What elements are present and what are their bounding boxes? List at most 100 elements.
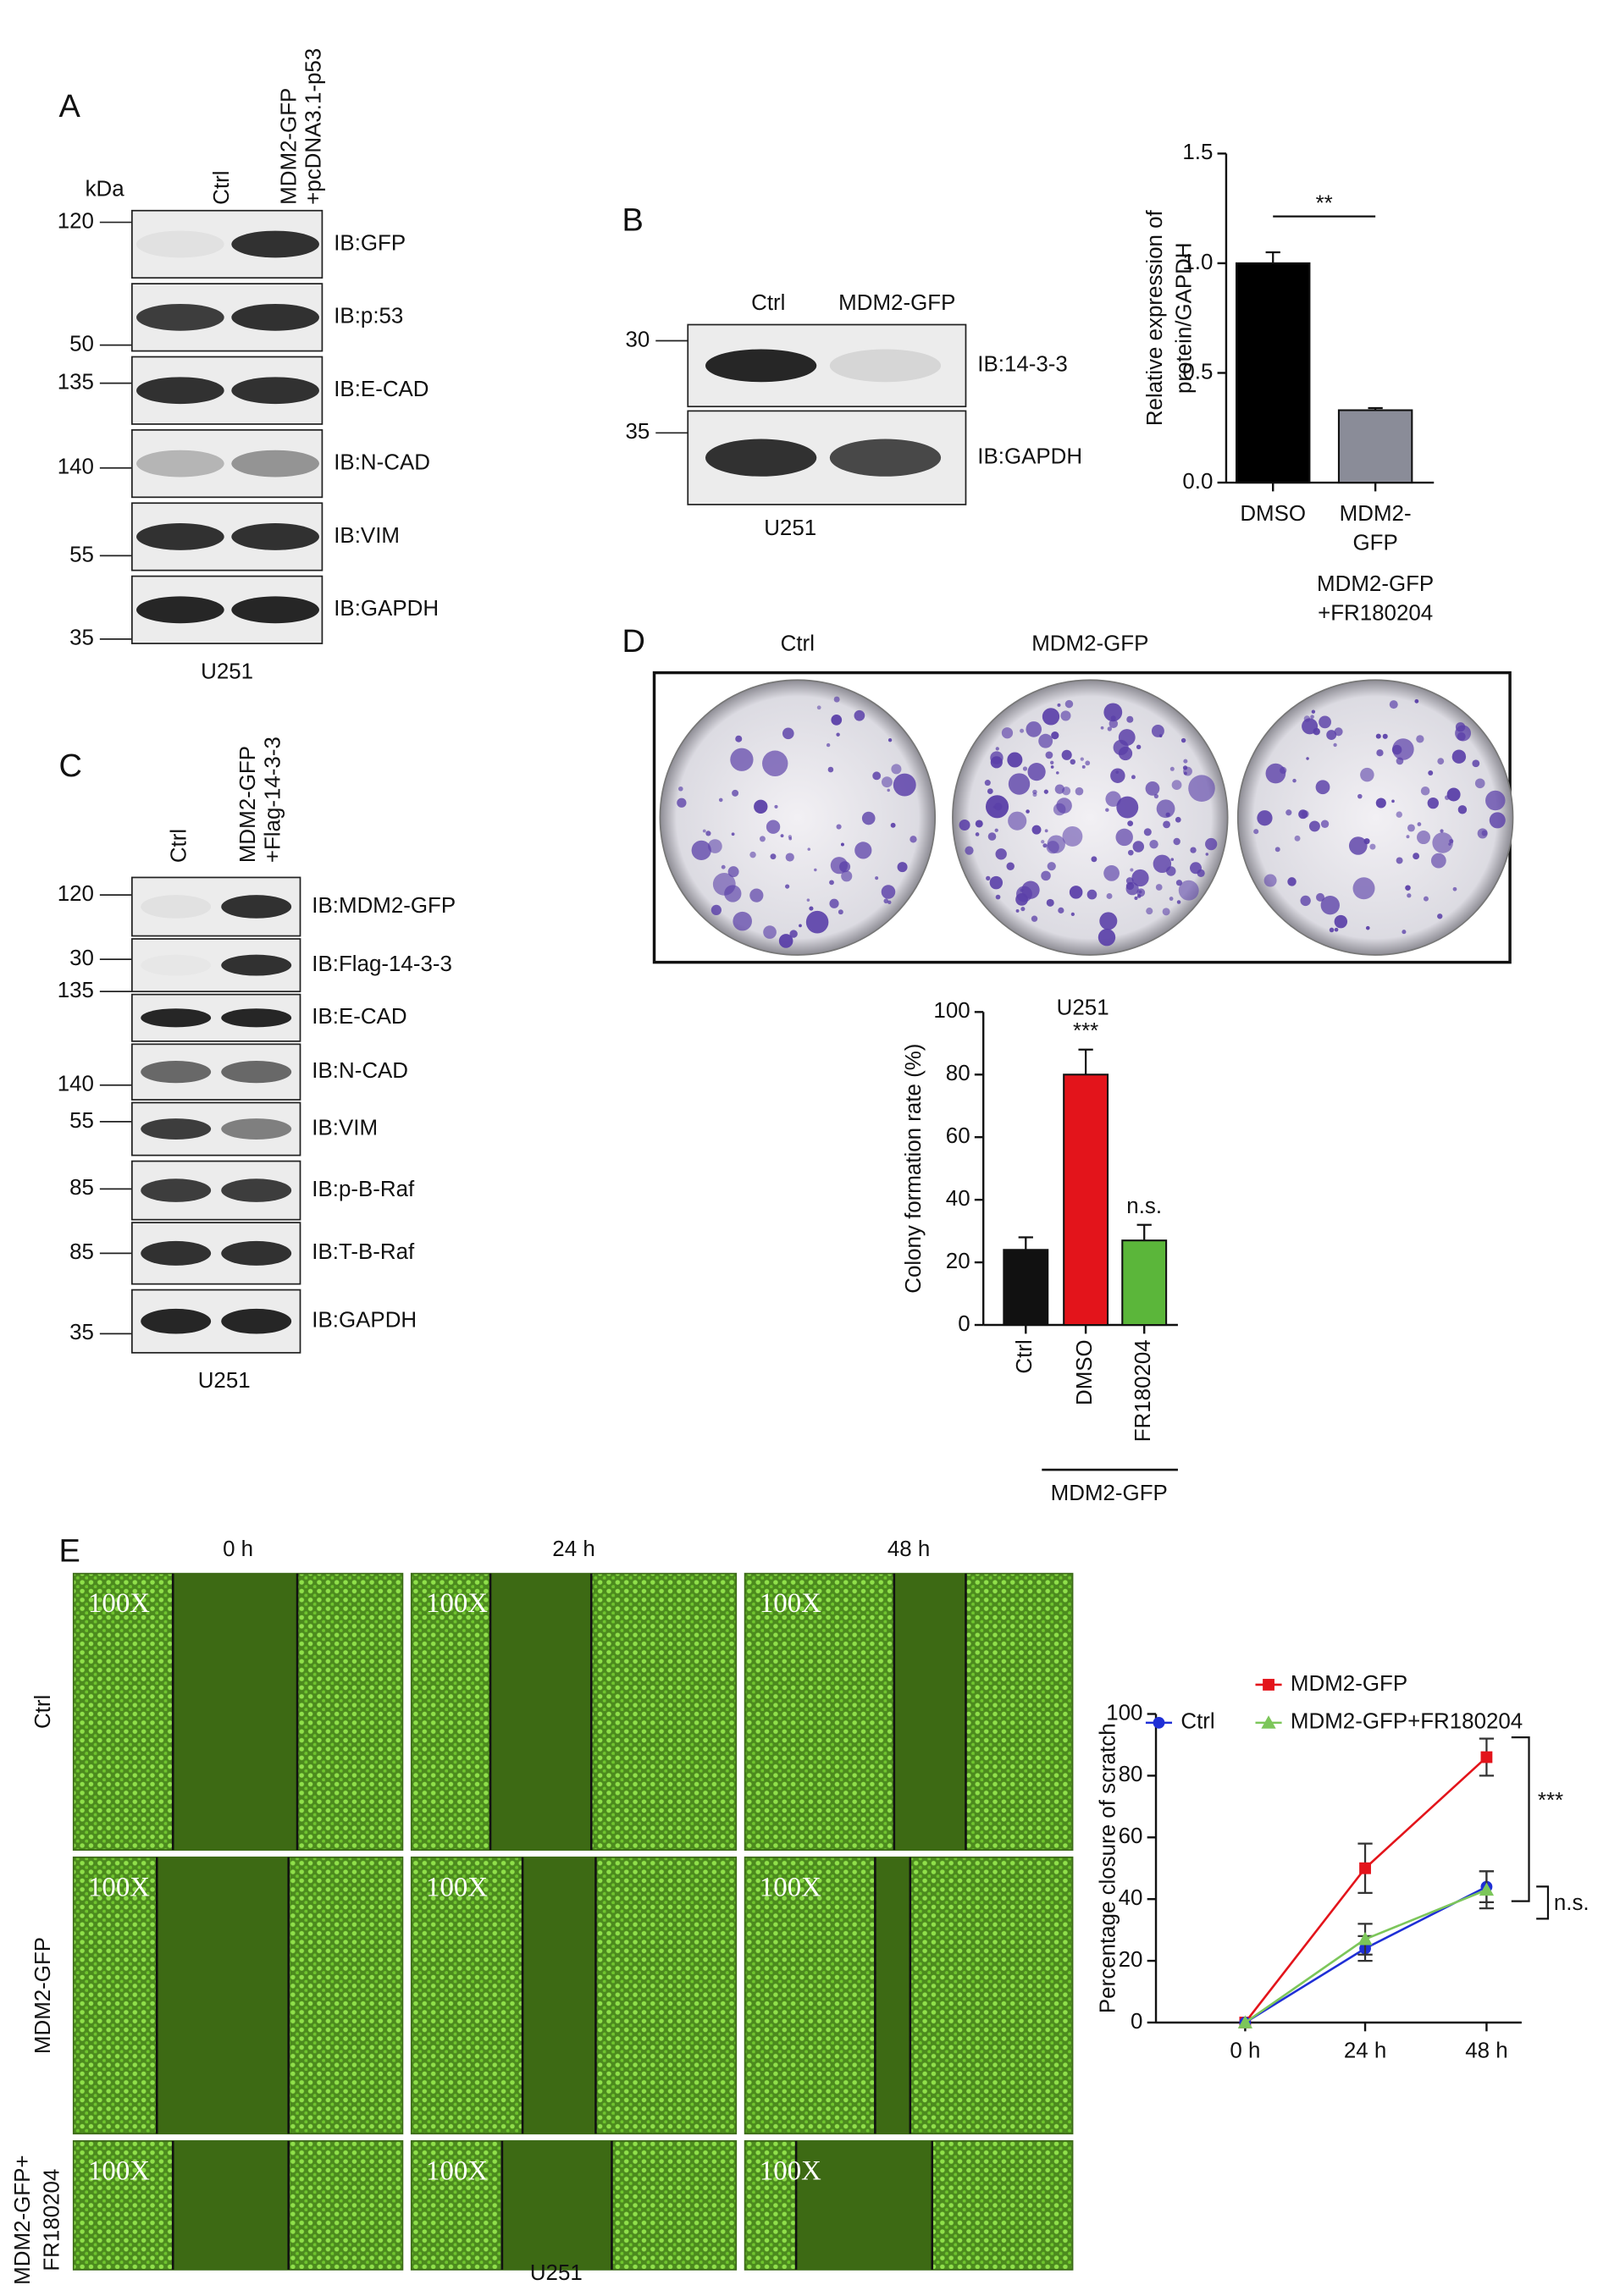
time-label: 24 h (552, 1537, 594, 1561)
colony (986, 875, 991, 881)
plate-label: Ctrl (781, 632, 815, 656)
band (136, 303, 224, 331)
colony (1375, 798, 1386, 809)
colony (1348, 836, 1368, 855)
blot-label: IB:VIM (312, 1116, 378, 1140)
band (705, 439, 817, 477)
marker-label: 55 (69, 543, 94, 566)
colony (994, 828, 998, 832)
colony (854, 709, 865, 721)
colony (1057, 703, 1061, 707)
marker-label: 85 (69, 1176, 94, 1200)
blot-label: IB:p-B-Raf (312, 1178, 415, 1201)
row-label: MDM2-GFP (31, 1937, 55, 2054)
colony (836, 732, 840, 737)
colony (1038, 733, 1053, 748)
colony (990, 756, 1003, 769)
y-tick-label: 40 (1119, 1886, 1143, 1910)
lane-label: MDM2-GFP (838, 291, 955, 315)
colony (816, 705, 821, 710)
colony (1334, 914, 1348, 929)
colony (1407, 893, 1412, 898)
colony (910, 836, 917, 843)
colony (1145, 781, 1160, 796)
colony (1414, 698, 1419, 704)
colony (1126, 715, 1134, 723)
band (141, 1308, 212, 1334)
colony (705, 831, 711, 836)
colony (1437, 913, 1443, 919)
colony (1132, 841, 1145, 853)
colony (1334, 727, 1343, 737)
colony (1391, 799, 1395, 803)
colony (987, 832, 997, 841)
colony (1051, 731, 1059, 740)
bar (1121, 1239, 1168, 1327)
colony (1176, 900, 1181, 904)
colony (890, 822, 896, 828)
time-label: 0 h (223, 1537, 253, 1561)
colony (1103, 865, 1120, 881)
colony (805, 910, 829, 934)
magnification-label: 100X (88, 1588, 150, 1619)
band (231, 377, 319, 405)
marker-label: 140 (58, 1073, 94, 1096)
marker-label: 120 (58, 209, 94, 233)
colony (1175, 816, 1181, 823)
colony (1153, 854, 1172, 874)
colony (732, 789, 739, 797)
point (1359, 1862, 1371, 1874)
colony (1046, 898, 1054, 907)
colony (1146, 908, 1153, 915)
significance-label: *** (1538, 1789, 1563, 1813)
marker-label: 35 (626, 420, 650, 444)
colony (1274, 847, 1280, 853)
significance-bracket (1511, 1736, 1530, 1902)
colony (1420, 786, 1430, 796)
magnification-label: 100X (426, 1588, 488, 1619)
colony (718, 798, 723, 803)
y-tick-label: 0 (1131, 2010, 1142, 2034)
colony (1007, 752, 1023, 768)
band (136, 523, 224, 550)
colony (1315, 780, 1330, 795)
colony (809, 906, 814, 911)
colony (1015, 908, 1020, 913)
colony (1043, 789, 1048, 794)
magnification-label: 100X (88, 1872, 150, 1902)
y-tick-label: 1.5 (1182, 141, 1213, 164)
colony (1170, 858, 1175, 862)
y-axis-label: Percentage closure of scratch (1097, 1723, 1120, 2013)
colony (1457, 805, 1468, 814)
colony (1333, 742, 1337, 748)
scratch-gap (501, 2140, 612, 2270)
magnification-label: 100X (760, 1588, 821, 1619)
band (136, 377, 224, 405)
colony (1382, 733, 1388, 739)
x-tick-label: GFP (1353, 531, 1398, 555)
panel-label: E (58, 1534, 80, 1570)
colony (1472, 759, 1480, 768)
colony (1041, 870, 1051, 881)
colony (1045, 751, 1053, 759)
band (231, 303, 319, 331)
x-tick-label: 48 h (1465, 2039, 1507, 2062)
colony (778, 934, 793, 948)
colony (1064, 699, 1074, 709)
colony (1042, 708, 1060, 726)
magnification-label: 100X (760, 1872, 821, 1902)
colony (995, 894, 1001, 900)
colony (785, 853, 794, 862)
marker-label: 85 (69, 1240, 94, 1264)
colony (1080, 757, 1084, 761)
colony (881, 776, 893, 788)
lane-label: MDM2-GFP (236, 746, 260, 863)
marker-label: 120 (58, 882, 94, 906)
y-axis-label: Relative expression of (1143, 209, 1167, 426)
colony (1423, 896, 1429, 902)
blot-label: IB:GAPDH (334, 597, 439, 621)
plate-label: MDM2-GFP (1317, 572, 1434, 596)
legend-label: Ctrl (1180, 1710, 1214, 1734)
marker-label: 50 (69, 333, 94, 356)
colony (766, 820, 781, 834)
